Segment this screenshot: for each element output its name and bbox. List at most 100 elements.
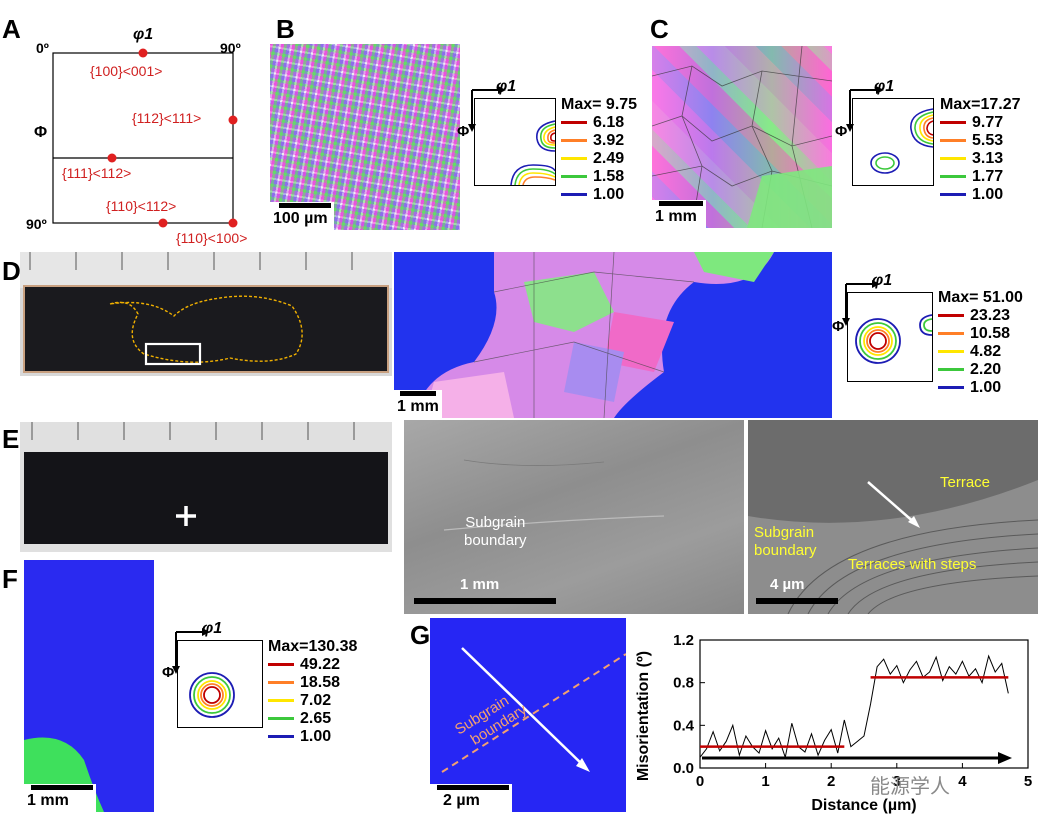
panel-c-scale-label: 1 mm bbox=[655, 208, 697, 225]
panel-e-sem1-boundary-label: Subgrain boundary bbox=[464, 514, 527, 550]
panel-c-odf-axes-icon bbox=[846, 86, 884, 132]
chart-x-axis-label: Distance (µm) bbox=[811, 797, 916, 814]
panel-e-sem2-boundary-text1: Subgrain bbox=[754, 524, 815, 541]
panel-e-photo bbox=[20, 422, 392, 552]
panel-b-legend: Max= 9.75 6.18 3.92 2.49 1.58 1.00 bbox=[561, 95, 637, 203]
chart-x-tick-label: 3 bbox=[893, 773, 901, 790]
panel-b-odf-axes-icon bbox=[468, 86, 506, 132]
chart-x-tick-label: 5 bbox=[1024, 773, 1032, 790]
panel-label-g: G bbox=[410, 620, 431, 650]
legend-value: 49.22 bbox=[300, 655, 341, 673]
legend-swatch-orange bbox=[940, 138, 966, 142]
panel-f-odf-phi1: φ1 bbox=[202, 620, 223, 637]
legend-value: 3.92 bbox=[593, 131, 625, 149]
legend-swatch-red bbox=[561, 120, 587, 124]
legend-value: 18.58 bbox=[300, 673, 341, 691]
chart-y-tick-label: 1.2 bbox=[673, 632, 694, 649]
panel-c-odf-contours bbox=[870, 108, 934, 174]
chart-y-tick-label: 0.4 bbox=[673, 717, 695, 734]
chart-y-axis-label: Misorientation (º) bbox=[635, 651, 652, 781]
panel-f-odf-section bbox=[177, 640, 263, 728]
panel-b-odf-section bbox=[474, 98, 556, 186]
legend-max: Max=130.38 bbox=[268, 637, 358, 655]
orientation-point-copper bbox=[228, 115, 238, 125]
chart-x-tick-label: 0 bbox=[696, 773, 704, 790]
panel-e-sem1-boundary-text1: Subgrain bbox=[465, 514, 526, 531]
panel-c-ebsd-map: 1 mm bbox=[652, 46, 832, 228]
arrow-icon bbox=[576, 758, 590, 772]
panel-e-sem-image-1: Subgrain boundary 1 mm bbox=[404, 420, 744, 614]
chart-x-tick-label: 4 bbox=[958, 773, 967, 790]
panel-d-odf-Phi: Φ bbox=[832, 318, 845, 335]
legend-swatch-green bbox=[938, 367, 964, 371]
legend-value: 3.13 bbox=[972, 149, 1004, 167]
panel-label-e: E bbox=[2, 424, 20, 454]
panel-d-grain-region bbox=[414, 252, 774, 418]
panel-d-odf-phi1: φ1 bbox=[872, 272, 893, 289]
chart-series bbox=[699, 654, 1009, 760]
panel-a-corner-top-right: 90º bbox=[220, 40, 241, 56]
panel-d-ebsd-map: 1 mm bbox=[394, 252, 832, 418]
panel-b-scale-bar: 100 µm bbox=[270, 202, 334, 230]
legend-value: 4.82 bbox=[970, 342, 1002, 360]
legend-max: Max=17.27 bbox=[940, 95, 1021, 113]
legend-value: 1.77 bbox=[972, 167, 1004, 185]
panel-e-sem1-texture bbox=[443, 459, 665, 531]
panel-f-ebsd-map: 1 mm bbox=[24, 560, 154, 812]
panel-d-odf-contours bbox=[855, 314, 933, 364]
panel-a-corner-top-left: 0º bbox=[36, 40, 49, 56]
panel-g-scale-bar: 2 µm bbox=[430, 784, 512, 812]
panel-e-sem2-scale-label: 4 µm bbox=[770, 576, 805, 593]
panel-e-sem-image-2: Terrace Subgrain boundary Terraces with … bbox=[748, 420, 1038, 614]
chart-arrow-icon bbox=[998, 752, 1012, 764]
legend-swatch-blue bbox=[561, 192, 587, 196]
panel-b-odf-phi1: φ1 bbox=[496, 78, 517, 95]
legend-swatch-red bbox=[938, 313, 964, 317]
legend-value: 10.58 bbox=[970, 324, 1011, 342]
panel-f-odf-contours bbox=[189, 672, 235, 718]
panel-c-legend: Max=17.27 9.77 5.53 3.13 1.77 1.00 bbox=[940, 95, 1021, 203]
panel-e-sem2-terraces bbox=[748, 420, 1038, 614]
legend-value: 1.00 bbox=[972, 185, 1004, 203]
panel-label-d: D bbox=[2, 256, 21, 286]
panel-f-scale-bar: 1 mm bbox=[24, 784, 96, 812]
panel-c-grain-boundaries bbox=[652, 46, 832, 228]
orientation-point-cube bbox=[138, 48, 148, 58]
chart-plot-area bbox=[699, 639, 1029, 769]
legend-swatch-red bbox=[940, 120, 966, 124]
chart-x-tick-label: 2 bbox=[827, 773, 835, 790]
panel-label-a: A bbox=[2, 14, 21, 44]
misorientation-chart: 0 1 2 3 4 5 0.0 0.4 0.8 1.2 Misorientation (º) Di… bbox=[635, 632, 1032, 814]
legend-value: 1.58 bbox=[593, 167, 625, 185]
panel-e-sem2-boundary-text2: boundary bbox=[754, 542, 817, 559]
chart-y-tick-label: 0.8 bbox=[673, 675, 694, 692]
orientation-label-copper: {112}<111> bbox=[132, 110, 202, 126]
orientation-label-brass: {110}<112> bbox=[106, 198, 177, 214]
panel-d-scale-bar: 1 mm bbox=[394, 390, 442, 418]
panel-e-sem2-steps-label: Terraces with steps bbox=[848, 556, 977, 573]
chart-y-tick-label: 0.0 bbox=[673, 760, 694, 777]
chart-x-tick-label: 1 bbox=[761, 773, 769, 790]
chart-series-misorientation bbox=[699, 654, 1009, 760]
panel-e-sem1-scale-label: 1 mm bbox=[460, 576, 500, 593]
panel-f-green-grain bbox=[24, 737, 104, 812]
legend-swatch-red bbox=[268, 662, 294, 666]
panel-label-b: B bbox=[276, 14, 295, 44]
legend-value: 2.20 bbox=[970, 360, 1002, 378]
legend-value: 2.65 bbox=[300, 709, 332, 727]
legend-swatch-yellow bbox=[561, 156, 587, 160]
legend-swatch-green bbox=[561, 174, 587, 178]
panel-b-ebsd-map: 100 µm bbox=[270, 44, 460, 230]
orientation-point-brass bbox=[158, 218, 168, 228]
panel-d-legend: Max= 51.00 23.23 10.58 4.82 2.20 1.00 bbox=[938, 288, 1023, 396]
panel-e-sem1-scale-bar bbox=[414, 598, 556, 604]
panel-d-ruler-and-sample bbox=[20, 252, 392, 373]
chart-axes: 0 1 2 3 4 5 0.0 0.4 0.8 1.2 bbox=[673, 632, 1032, 790]
panel-d-odf-axes-icon bbox=[842, 280, 880, 326]
legend-value: 1.00 bbox=[300, 727, 332, 745]
orientation-point-goss bbox=[228, 218, 238, 228]
orientation-label-gamma: {111}<112> bbox=[62, 165, 132, 181]
legend-max: Max= 51.00 bbox=[938, 288, 1023, 306]
legend-swatch-orange bbox=[938, 331, 964, 335]
panel-f-scale-label: 1 mm bbox=[27, 792, 69, 809]
